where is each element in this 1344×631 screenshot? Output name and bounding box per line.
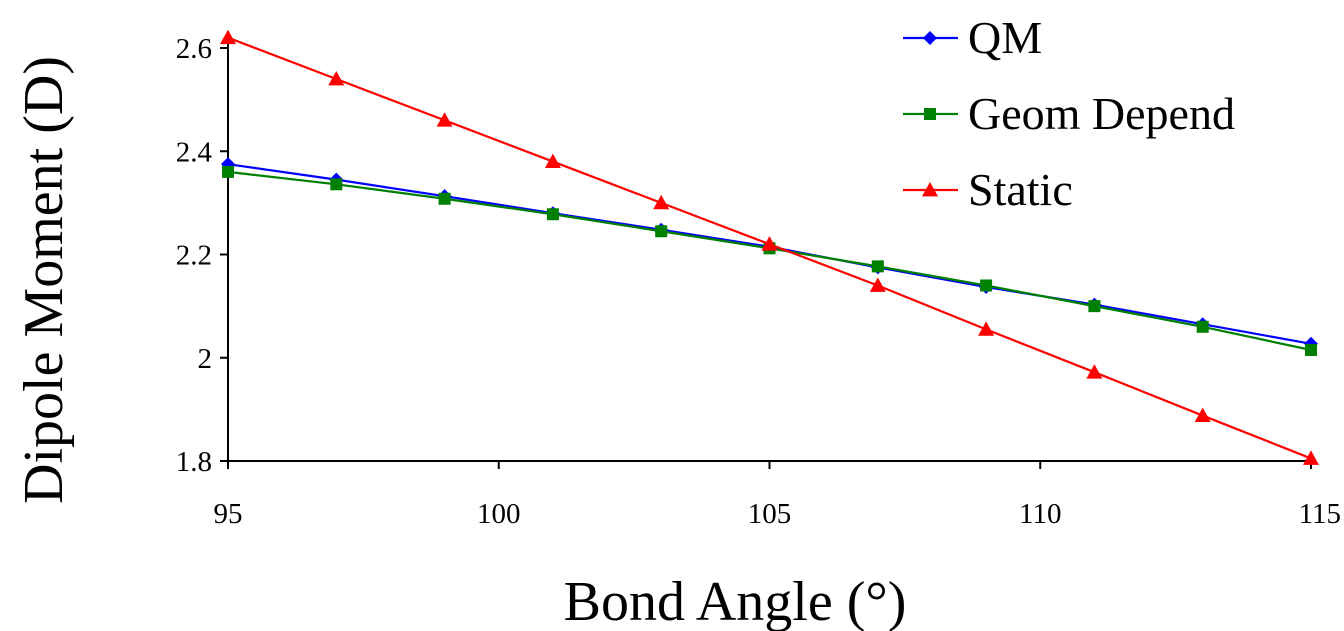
series-geom-depend (222, 165, 1317, 357)
x-tick-label: 110 (1019, 498, 1061, 530)
x-axis-title: Bond Angle (°) (564, 571, 907, 631)
legend-item-geom-depend: Geom Depend (903, 88, 1235, 139)
data-point-static (544, 153, 561, 168)
data-point-static (328, 70, 345, 86)
y-axis-title: Dipole Moment (D) (13, 56, 75, 504)
series-line-geom-depend (227, 170, 1312, 352)
legend-item-static: Static (903, 164, 1073, 215)
y-tick-label: 1.8 (176, 446, 212, 478)
y-tick-label: 2.4 (176, 136, 213, 168)
data-point-geom-depend (655, 225, 668, 238)
legend-label: Static (968, 164, 1073, 215)
legend: QM Geom Depend Static (903, 12, 1235, 215)
data-point-geom-depend (222, 165, 234, 178)
x-axis-ticks: 95 100 105 110 115 (214, 461, 1341, 530)
data-point-static (653, 194, 670, 210)
legend-item-qm: QM (903, 12, 1042, 63)
data-point-geom-depend (871, 260, 884, 273)
legend-label: Geom Depend (968, 88, 1235, 139)
data-point-geom-depend (438, 192, 451, 205)
data-point-static (436, 112, 453, 127)
data-point-geom-depend (980, 279, 993, 292)
legend-swatch-marker (923, 31, 937, 45)
data-point-static (220, 29, 236, 45)
data-point-geom-depend (546, 208, 559, 221)
x-tick-label: 100 (477, 498, 521, 530)
data-point-static (1086, 364, 1103, 379)
data-point-static (1194, 407, 1211, 422)
series-static (220, 29, 1319, 465)
legend-swatch-marker (924, 108, 936, 120)
data-point-static (1303, 450, 1319, 465)
data-point-geom-depend (330, 178, 343, 191)
y-tick-label: 2.6 (176, 33, 212, 65)
series-layer (220, 29, 1319, 465)
data-point-static (978, 321, 995, 336)
data-point-geom-depend (1088, 300, 1101, 313)
data-point-geom-depend (1305, 344, 1317, 357)
data-point-geom-depend (1196, 320, 1209, 333)
y-tick-label: 2.2 (176, 240, 212, 272)
y-tick-label: 2 (198, 343, 213, 375)
data-point-static (869, 277, 886, 292)
x-tick-label: 115 (1299, 498, 1341, 530)
y-axis-ticks: 1.8 2 2.2 2.4 2.6 (176, 33, 228, 478)
data-point-static (761, 236, 778, 251)
legend-label: QM (968, 12, 1042, 63)
x-tick-label: 95 (214, 498, 243, 530)
legend-swatch-marker (922, 182, 938, 197)
x-tick-label: 105 (748, 498, 792, 530)
